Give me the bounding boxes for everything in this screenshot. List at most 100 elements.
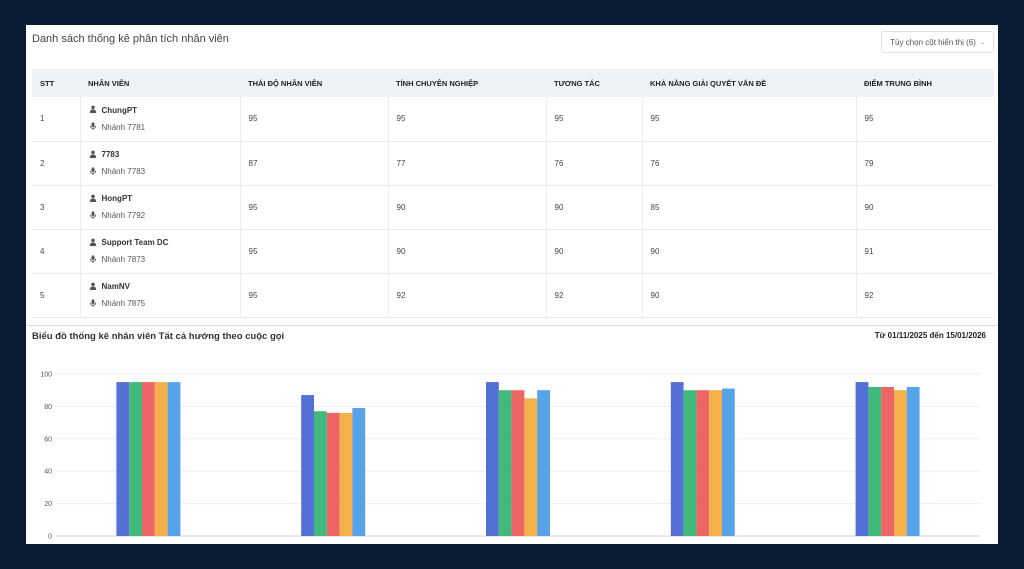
cell-average-score: 92	[864, 290, 874, 300]
employee-branch: Nhánh 7875	[101, 299, 146, 308]
bar-4-4	[906, 386, 920, 536]
chevron-down-icon: ⌄	[979, 39, 985, 46]
cell-employee: HongPT Nhánh 7792	[80, 185, 241, 229]
header-problem-solving[interactable]: KHẢ NĂNG GIẢI QUYẾT VẤN ĐỀ	[650, 78, 767, 88]
bar-2-0	[486, 382, 499, 536]
cell-average-score: 79	[864, 158, 874, 168]
cell-professionalism: 92	[388, 273, 547, 317]
y-tick-label: 100	[40, 372, 52, 379]
statistics-card: Danh sách thống kê phân tích nhân viên T…	[26, 25, 998, 544]
cell-stt: 3	[32, 185, 81, 229]
cell-average-score: 90	[864, 202, 874, 212]
microphone-icon	[89, 122, 97, 132]
chart-title: Biểu đồ thống kê nhân viên Tất cả hướng …	[32, 331, 285, 342]
cell-interaction: 90	[546, 185, 643, 229]
cell-interaction: 92	[546, 273, 643, 317]
employee-name[interactable]: NamNV	[101, 282, 130, 291]
cell-attitude: 95	[240, 97, 389, 141]
bar-0-0	[116, 382, 130, 536]
cell-attitude: 95	[240, 273, 389, 317]
header-average-score[interactable]: ĐIỂM TRUNG BÌNH	[864, 78, 932, 88]
bar-3-0	[670, 382, 684, 536]
user-icon	[89, 194, 97, 204]
bar-1-3	[339, 412, 353, 536]
bar-4-1	[868, 386, 882, 536]
cell-interaction: 90	[546, 229, 643, 273]
bar-4-0	[855, 382, 869, 536]
cell-stt: 4	[32, 229, 81, 273]
employee-name[interactable]: HongPT	[101, 194, 133, 203]
employee-branch: Nhánh 7792	[101, 211, 146, 220]
table-row[interactable]: 2 7783 Nhánh 7783 87 77 76 76 79	[32, 141, 994, 185]
table-header: Danh sách thống kê phân tích nhân viên T…	[26, 25, 998, 69]
cell-attitude: 87	[240, 141, 389, 185]
bar-3-2	[696, 390, 710, 536]
table-row[interactable]: 3 HongPT Nhánh 7792 95 90 90 85 90	[32, 185, 994, 229]
microphone-icon	[89, 210, 97, 221]
table-title: Danh sách thống kê phân tích nhân viên	[32, 33, 229, 45]
chart-date-range: Từ 01/11/2025 đến 15/01/2026	[874, 331, 986, 340]
table-header-row: STT NHÂN VIÊN THÁI ĐỘ NHÂN VIÊN TÍNH CHU…	[32, 69, 994, 97]
employee-branch: Nhánh 7781	[101, 122, 146, 132]
cell-problem-solving: 85	[642, 185, 857, 229]
bar-2-3	[524, 398, 538, 536]
cell-problem-solving: 90	[642, 229, 857, 273]
microphone-icon	[89, 298, 97, 309]
employee-name[interactable]: 7783	[101, 150, 120, 159]
cell-attitude: 95	[240, 185, 389, 229]
y-tick-label: 80	[44, 404, 52, 411]
cell-stt: 1	[32, 97, 81, 141]
y-tick-label: 20	[44, 501, 52, 508]
employee-bar-chart: 0 20 40 60 80 100	[40, 372, 980, 541]
bar-2-2	[511, 390, 525, 536]
header-stt[interactable]: STT	[40, 78, 55, 88]
table-row[interactable]: 1 ChungPT Nhánh 7781 95 95 95 95 95	[32, 97, 994, 141]
cell-problem-solving: 90	[642, 273, 857, 317]
header-employee[interactable]: NHÂN VIÊN	[88, 78, 130, 88]
bar-3-1	[683, 390, 697, 536]
cell-professionalism: 77	[388, 141, 547, 185]
bar-1-4	[352, 408, 366, 536]
header-interaction[interactable]: TƯƠNG TÁC	[554, 78, 600, 88]
bar-0-2	[142, 382, 155, 536]
y-tick-label: 60	[44, 436, 52, 443]
column-options-button[interactable]: Tùy chọn cột hiển thị (6) ⌄	[881, 31, 994, 53]
employee-name[interactable]: Support Team DC	[101, 238, 169, 247]
bar-3-4	[722, 388, 735, 536]
cell-interaction: 76	[546, 141, 643, 185]
user-icon	[89, 150, 97, 160]
header-attitude[interactable]: THÁI ĐỘ NHÂN VIÊN	[248, 78, 323, 88]
section-divider	[26, 325, 998, 326]
cell-employee: 7783 Nhánh 7783	[80, 141, 241, 185]
cell-professionalism: 95	[388, 97, 547, 141]
microphone-icon	[89, 254, 97, 265]
cell-average-score: 91	[864, 246, 874, 256]
employee-branch: Nhánh 7783	[101, 167, 146, 176]
cell-problem-solving: 95	[642, 97, 857, 141]
bar-0-3	[154, 382, 168, 536]
y-tick-label: 40	[44, 469, 52, 476]
bar-0-4	[167, 382, 181, 536]
employee-branch: Nhánh 7873	[101, 255, 146, 264]
cell-professionalism: 90	[388, 229, 547, 273]
bar-4-3	[894, 390, 907, 536]
bar-0-1	[129, 382, 142, 536]
user-icon	[89, 105, 97, 115]
column-options-label: Tùy chọn cột hiển thị (6)	[890, 37, 976, 47]
cell-employee: NamNV Nhánh 7875	[80, 273, 241, 317]
user-icon	[89, 282, 97, 292]
user-icon	[89, 238, 97, 248]
table-row[interactable]: 4 Support Team DC Nhánh 7873 95 90 90 90 91	[32, 229, 994, 273]
table-row[interactable]: 5 NamNV Nhánh 7875 95 92 92 90 92	[32, 273, 994, 317]
cell-average-score: 95	[864, 114, 874, 124]
bar-1-2	[326, 412, 340, 536]
cell-stt: 2	[32, 141, 81, 185]
bar-3-3	[709, 390, 722, 536]
cell-attitude: 95	[240, 229, 389, 273]
cell-professionalism: 90	[388, 185, 547, 229]
bar-1-0	[301, 395, 314, 536]
microphone-icon	[89, 166, 97, 177]
header-professionalism[interactable]: TÍNH CHUYÊN NGHIỆP	[396, 78, 479, 88]
employee-name[interactable]: ChungPT	[101, 105, 138, 115]
bar-2-4	[537, 390, 550, 536]
